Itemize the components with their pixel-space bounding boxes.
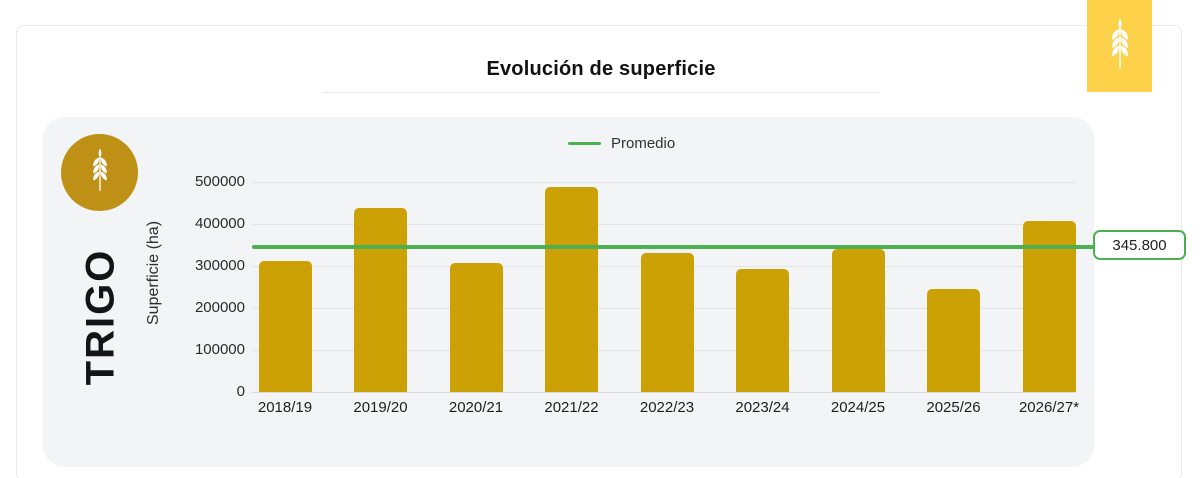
wheat-icon xyxy=(88,142,112,203)
bar-2021/22 xyxy=(545,187,598,392)
gridline xyxy=(252,392,1075,393)
y-tick-label: 200000 xyxy=(194,299,245,316)
y-tick-label: 0 xyxy=(236,383,245,400)
wheat-icon xyxy=(1105,18,1135,75)
x-tick-label: 2019/20 xyxy=(353,399,408,416)
x-tick-label: 2021/22 xyxy=(544,399,599,416)
promedio-line xyxy=(252,244,1094,249)
y-tick-label: 300000 xyxy=(194,257,245,274)
legend-line-swatch xyxy=(568,142,601,145)
x-tick-label: 2020/21 xyxy=(448,399,504,416)
chart-card: TRIGO Superficie (ha) Promedio 0 100000 20… xyxy=(43,117,1094,467)
promedio-value-box: 345.800 xyxy=(1093,230,1186,260)
bar-2020/21 xyxy=(449,263,503,392)
x-tick-label: 2022/23 xyxy=(639,399,695,416)
brand-square xyxy=(1087,0,1152,92)
x-tick-label: 2025/26 xyxy=(926,399,981,416)
y-tick-label: 100000 xyxy=(194,341,245,358)
y-tick-label: 500000 xyxy=(194,173,245,190)
gridline xyxy=(252,224,1075,225)
bar-2023/24 xyxy=(736,268,789,392)
x-tick-label: 2023/24 xyxy=(735,399,790,416)
crop-label: TRIGO xyxy=(78,248,123,386)
x-tick-label: 2026/27* xyxy=(1018,399,1080,416)
x-tick-label: 2024/25 xyxy=(830,399,886,416)
chart-title-underline: Evolución de superficie xyxy=(322,58,880,93)
bar-2025/26 xyxy=(927,289,980,392)
promedio-value: 345.800 xyxy=(1112,236,1167,254)
bar-2018/19 xyxy=(258,260,312,392)
bar-2019/20 xyxy=(354,208,407,392)
gridline xyxy=(252,182,1075,183)
crop-badge xyxy=(61,134,138,211)
bar-2024/25 xyxy=(831,249,885,392)
bar-2022/23 xyxy=(640,252,694,392)
legend-label: Promedio xyxy=(611,135,676,152)
legend-item-promedio[interactable]: Promedio xyxy=(568,135,675,152)
chart-title: Evolución de superficie xyxy=(486,58,716,80)
bar-2026/27* xyxy=(1022,221,1076,392)
y-tick-label: 400000 xyxy=(194,215,245,232)
x-tick-label: 2018/19 xyxy=(257,399,313,416)
